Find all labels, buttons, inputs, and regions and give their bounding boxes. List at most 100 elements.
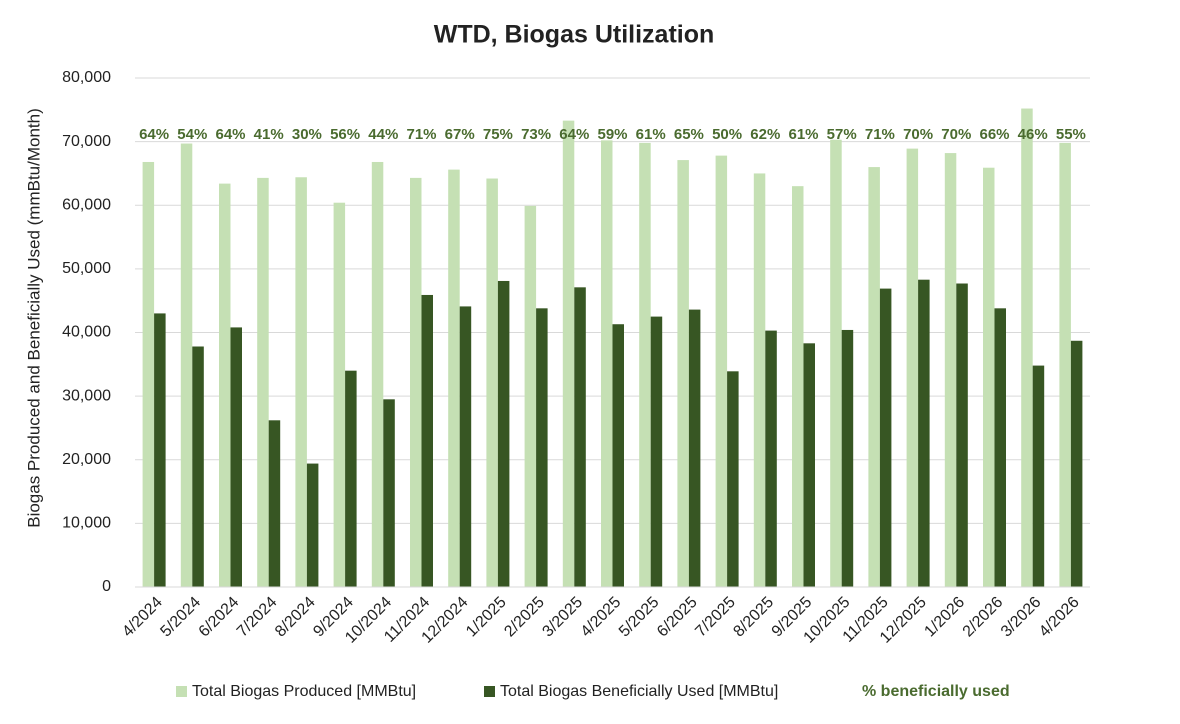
bar — [219, 183, 231, 587]
bar — [142, 161, 155, 588]
bar — [154, 313, 166, 587]
data-label: 64% — [215, 126, 245, 143]
x-tick-label: 6/2025 — [654, 594, 701, 641]
x-tick-label: 3/2026 — [998, 594, 1045, 641]
x-tick-label: 7/2025 — [692, 594, 739, 641]
x-tick-label: 4/2025 — [578, 594, 625, 641]
bar — [536, 308, 548, 587]
data-label: 59% — [597, 126, 627, 143]
legend-label: Total Biogas Produced [MMBtu] — [192, 683, 416, 700]
y-tick-label: 40,000 — [62, 324, 111, 341]
bar — [257, 177, 269, 588]
bar — [421, 294, 433, 587]
data-label: 61% — [636, 126, 666, 143]
data-label: 73% — [521, 126, 551, 143]
data-label: 30% — [292, 126, 322, 143]
bar — [918, 279, 930, 587]
data-label: 64% — [559, 126, 589, 143]
bar — [230, 327, 242, 587]
bar — [753, 173, 766, 587]
y-tick-label: 70,000 — [62, 133, 111, 150]
data-label: 66% — [979, 126, 1009, 143]
bar — [295, 177, 307, 587]
data-label: 71% — [406, 126, 436, 143]
y-axis-label: Biogas Produced and Beneficially Used (m… — [24, 108, 43, 528]
data-label: 70% — [903, 126, 933, 143]
data-label: 55% — [1056, 126, 1086, 143]
y-tick-label: 30,000 — [62, 387, 111, 404]
bar — [944, 153, 957, 587]
data-label: 62% — [750, 126, 780, 143]
data-label: 75% — [483, 126, 513, 143]
x-tick-label: 8/2024 — [272, 594, 319, 641]
bar — [180, 143, 193, 587]
bar — [562, 120, 575, 587]
bar — [383, 399, 395, 587]
y-tick-label: 10,000 — [62, 515, 111, 532]
legend-swatch — [484, 686, 495, 697]
bar — [639, 142, 651, 587]
bar — [612, 324, 624, 587]
bar — [333, 202, 346, 587]
bar — [868, 167, 880, 587]
bar — [192, 346, 204, 587]
bar — [524, 205, 537, 588]
y-tick-label: 80,000 — [62, 69, 111, 86]
data-label: 71% — [865, 126, 895, 143]
legend-label: % beneficially used — [862, 683, 1010, 700]
bar — [994, 308, 1006, 587]
bar — [574, 287, 586, 587]
x-tick-label: 7/2024 — [234, 594, 281, 641]
bar — [601, 140, 613, 588]
bar — [715, 155, 728, 587]
bar — [830, 139, 842, 587]
bar — [792, 186, 804, 587]
data-label: 65% — [674, 126, 704, 143]
bar — [1059, 142, 1071, 587]
x-tick-label: 4/2024 — [119, 594, 166, 641]
bar — [268, 420, 281, 587]
bar — [459, 306, 472, 587]
legend-swatch — [176, 686, 187, 697]
bar — [765, 330, 777, 587]
bar — [688, 309, 701, 587]
bar — [486, 178, 498, 587]
bar — [983, 167, 995, 587]
bar — [1070, 340, 1083, 587]
y-tick-label: 50,000 — [62, 260, 111, 277]
bar — [448, 169, 460, 587]
y-tick-label: 60,000 — [62, 196, 111, 213]
x-tick-label: 6/2024 — [196, 594, 243, 641]
x-tick-label: 3/2025 — [539, 594, 586, 641]
data-label: 70% — [941, 126, 971, 143]
bar — [906, 148, 919, 587]
bar — [841, 329, 854, 587]
data-label: 41% — [254, 126, 284, 143]
bar — [1021, 108, 1033, 587]
x-tick-label: 2/2025 — [501, 594, 548, 641]
bar — [650, 316, 663, 587]
data-label: 67% — [445, 126, 475, 143]
bar — [410, 177, 422, 588]
x-tick-label: 8/2025 — [730, 594, 777, 641]
data-label: 50% — [712, 126, 742, 143]
bar — [497, 280, 510, 587]
x-tick-label: 5/2024 — [157, 594, 204, 641]
bar — [371, 161, 384, 588]
x-tick-label: 2/2026 — [960, 594, 1007, 641]
x-tick-label: 1/2025 — [463, 594, 510, 641]
x-tick-label: 5/2025 — [616, 594, 663, 641]
bar — [306, 463, 319, 587]
data-label: 44% — [368, 126, 398, 143]
data-label: 64% — [139, 126, 169, 143]
legend-label: Total Biogas Beneficially Used [MMBtu] — [500, 683, 778, 700]
bar — [879, 288, 892, 587]
data-label: 54% — [177, 126, 207, 143]
data-label: 46% — [1018, 126, 1048, 143]
chart-title: WTD, Biogas Utilization — [434, 21, 715, 49]
x-tick-label: 1/2026 — [921, 594, 968, 641]
bar — [677, 160, 689, 588]
bar — [1032, 365, 1045, 587]
bar — [803, 343, 815, 587]
